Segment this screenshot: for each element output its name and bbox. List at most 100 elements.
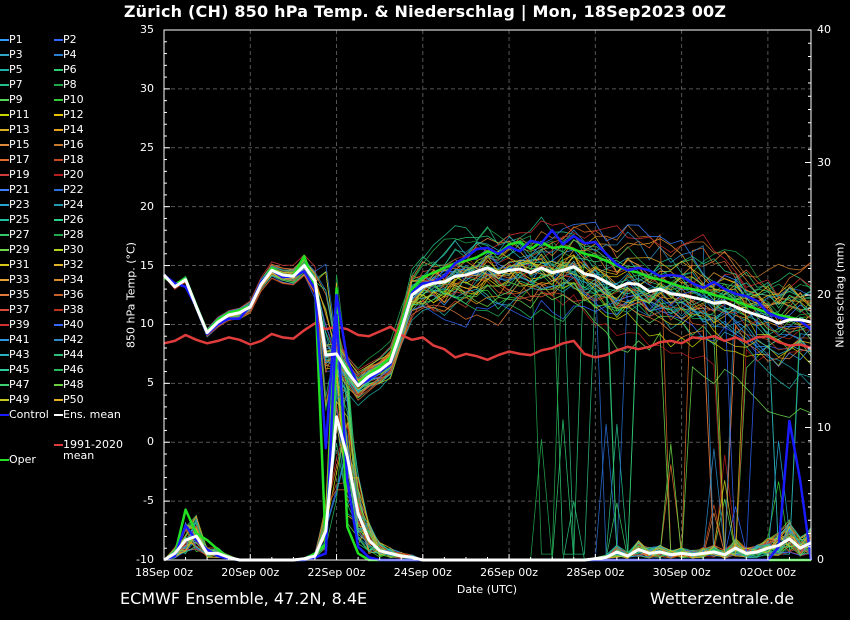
y-right-tick-label: 30	[817, 155, 831, 169]
member-precip-line	[163, 416, 812, 561]
legend-swatch	[0, 459, 9, 461]
member-temp-line	[163, 269, 812, 555]
x-tick-label: 02Oct 00z	[739, 566, 796, 579]
legend-label: P40	[63, 318, 84, 331]
x-tick-label: 28Sep 00z	[566, 566, 625, 579]
y-left-axis-label: 850 hPa Temp. (°C)	[124, 242, 138, 348]
legend-label: P22	[63, 183, 84, 196]
legend-swatch	[54, 399, 63, 401]
series-oper-temp	[163, 240, 812, 550]
legend-label: P15	[9, 138, 30, 151]
legend-swatch	[0, 159, 9, 161]
member-temp-line	[163, 229, 812, 555]
member-temp-line	[163, 250, 812, 555]
series-control-precip	[163, 313, 813, 562]
member-precip-line	[163, 404, 812, 561]
legend-label: P32	[63, 258, 84, 271]
legend-label: P18	[63, 153, 84, 166]
member-precip-line	[163, 422, 812, 561]
member-precip-line	[163, 386, 812, 561]
member-temp-line	[163, 270, 812, 555]
member-precip-line	[163, 373, 812, 561]
legend-swatch	[54, 414, 63, 416]
legend-swatch	[0, 129, 9, 131]
legend-label: P9	[9, 93, 23, 106]
member-precip-line	[163, 366, 812, 561]
member-precip-line	[163, 328, 812, 561]
legend-swatch	[0, 39, 9, 41]
legend-swatch	[54, 444, 63, 446]
legend-label: P10	[63, 93, 84, 106]
legend-swatch	[0, 234, 9, 236]
legend-label: P48	[63, 378, 84, 391]
member-precip-line	[163, 365, 812, 561]
legend-swatch	[0, 294, 9, 296]
y-left-tick-label: -5	[143, 494, 154, 508]
member-precip-line	[163, 400, 812, 561]
legend-swatch	[0, 69, 9, 71]
y-right-tick-label: 10	[817, 420, 831, 434]
legend-label: Control	[9, 408, 49, 421]
legend-swatch	[0, 144, 9, 146]
member-temp-line	[163, 269, 812, 555]
member-precip-line	[163, 326, 812, 561]
legend-swatch	[54, 339, 63, 341]
x-tick-label: 26Sep 00z	[480, 566, 539, 579]
legend-swatch	[0, 264, 9, 266]
member-precip-line	[163, 393, 812, 561]
legend-swatch	[0, 99, 9, 101]
member-precip-line	[163, 390, 812, 561]
legend-swatch	[54, 249, 63, 251]
legend-label: P29	[9, 243, 30, 256]
footer-model-info: ECMWF Ensemble, 47.2N, 8.4E	[120, 589, 368, 608]
legend-swatch	[54, 144, 63, 146]
legend-swatch	[54, 354, 63, 356]
legend-label: P36	[63, 288, 84, 301]
member-precip-line	[163, 370, 812, 561]
legend-label: P6	[63, 63, 77, 76]
legend-swatch	[0, 174, 9, 176]
legend-label: P39	[9, 318, 30, 331]
legend-swatch	[54, 69, 63, 71]
legend-swatch	[54, 204, 63, 206]
legend-swatch	[0, 309, 9, 311]
member-precip-line	[163, 322, 812, 561]
legend-swatch	[0, 414, 9, 416]
legend-label: P3	[9, 48, 23, 61]
legend-swatch	[54, 384, 63, 386]
legend-swatch	[0, 219, 9, 221]
legend-swatch	[0, 369, 9, 371]
legend-label: P16	[63, 138, 84, 151]
x-tick-label: 18Sep 00z	[135, 566, 193, 579]
legend-label: P42	[63, 333, 84, 346]
legend-swatch	[54, 114, 63, 116]
legend-swatch	[0, 84, 9, 86]
member-precip-line	[163, 370, 812, 561]
member-precip-line	[163, 362, 812, 561]
legend-swatch	[54, 234, 63, 236]
y-left-tick-label: 15	[140, 258, 154, 272]
y-left-tick-label: 10	[140, 317, 154, 331]
member-precip-line	[163, 385, 812, 561]
legend-label: P50	[63, 393, 84, 406]
legend-swatch	[54, 174, 63, 176]
legend-label: P44	[63, 348, 84, 361]
y-right-tick-label: 40	[817, 23, 831, 36]
y-left-tick-label: 5	[147, 376, 154, 390]
y-right-tick-label: 0	[817, 553, 824, 566]
legend-swatch	[0, 54, 9, 56]
legend-label: 1991-2020 mean	[63, 438, 123, 462]
member-precip-line	[163, 370, 812, 561]
series-ens-mean-temp	[162, 264, 812, 388]
legend-swatch	[0, 114, 9, 116]
legend-swatch	[54, 279, 63, 281]
y-left-tick-label: 20	[140, 199, 154, 213]
legend-swatch	[0, 384, 9, 386]
legend-swatch	[54, 54, 63, 56]
legend-swatch	[54, 189, 63, 191]
legend-label: P12	[63, 108, 84, 121]
y-right-axis-label: Niederschlag (mm)	[833, 242, 847, 348]
legend-swatch	[54, 324, 63, 326]
legend-label: P19	[9, 168, 30, 181]
legend-label: P33	[9, 273, 30, 286]
